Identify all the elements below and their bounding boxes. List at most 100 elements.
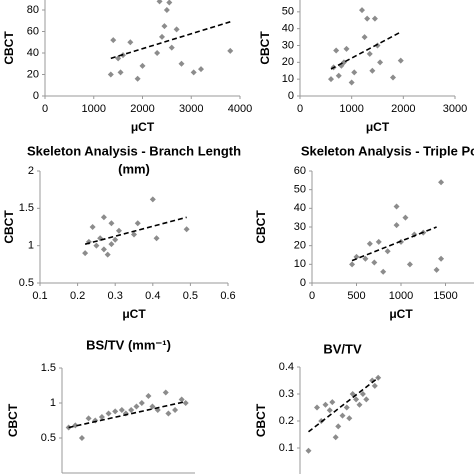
trend-line bbox=[308, 377, 379, 433]
point bbox=[118, 407, 125, 413]
chart-title: Skeleton Analysis - Triple Points bbox=[301, 143, 474, 158]
chart-title: Skeleton Analysis - Branch Length bbox=[27, 143, 241, 158]
point bbox=[326, 407, 333, 414]
point bbox=[333, 47, 340, 54]
point bbox=[115, 227, 122, 234]
point bbox=[108, 220, 115, 227]
y-axis-label: CBCT bbox=[258, 31, 272, 65]
y-tick-label: 10 bbox=[282, 73, 294, 85]
point bbox=[190, 69, 197, 76]
point bbox=[156, 0, 163, 5]
point bbox=[322, 401, 329, 408]
x-tick-label: 2000 bbox=[391, 103, 415, 115]
point bbox=[85, 415, 92, 422]
point bbox=[343, 45, 350, 52]
x-tick-label: 1000 bbox=[389, 290, 413, 302]
point bbox=[100, 214, 107, 221]
point bbox=[328, 76, 334, 83]
trend-line bbox=[84, 216, 187, 245]
point bbox=[105, 410, 112, 417]
x-tick-label: 0.6 bbox=[220, 290, 235, 302]
point bbox=[397, 57, 404, 64]
point bbox=[364, 15, 371, 22]
point bbox=[438, 179, 445, 186]
y-axis-label: CBCT bbox=[6, 403, 20, 437]
point bbox=[131, 231, 137, 238]
y-tick-label: 0.5 bbox=[19, 277, 34, 289]
y-axis-label: CBCT bbox=[254, 403, 268, 437]
point bbox=[343, 404, 350, 411]
trend-line bbox=[330, 31, 402, 70]
point bbox=[139, 62, 146, 69]
y-tick-label: 2 bbox=[28, 165, 34, 177]
point bbox=[356, 401, 363, 408]
point bbox=[384, 248, 391, 255]
x-tick-label: 0.4 bbox=[145, 290, 160, 302]
point bbox=[393, 222, 400, 229]
point bbox=[198, 66, 204, 73]
x-tick-label: 0 bbox=[297, 103, 303, 115]
x-axis-label: μCT bbox=[389, 307, 413, 321]
point bbox=[98, 414, 105, 420]
point bbox=[72, 422, 79, 429]
point bbox=[366, 240, 373, 247]
point bbox=[346, 415, 353, 422]
y-tick-label: 1 bbox=[28, 240, 34, 252]
point bbox=[153, 235, 160, 242]
point bbox=[305, 447, 312, 454]
y-tick-label: 0 bbox=[288, 90, 294, 102]
point bbox=[178, 60, 185, 67]
y-tick-label: 20 bbox=[282, 56, 294, 68]
point bbox=[154, 50, 161, 56]
y-tick-label: 40 bbox=[294, 202, 306, 214]
point bbox=[438, 255, 445, 262]
point bbox=[338, 62, 345, 69]
y-tick-label: 0.2 bbox=[279, 415, 294, 427]
x-tick-label: 2000 bbox=[130, 103, 154, 115]
x-tick-label: 1500 bbox=[433, 290, 457, 302]
point bbox=[104, 251, 111, 258]
point bbox=[390, 74, 396, 81]
point bbox=[353, 396, 360, 403]
point bbox=[134, 75, 141, 82]
y-tick-label: 0 bbox=[300, 277, 306, 289]
point bbox=[163, 7, 170, 13]
point bbox=[402, 214, 409, 221]
point bbox=[349, 261, 356, 268]
y-tick-label: 0.5 bbox=[41, 432, 56, 444]
x-tick-label: 0 bbox=[309, 290, 315, 302]
x-tick-label: 4000 bbox=[228, 103, 252, 115]
point bbox=[165, 410, 172, 417]
x-axis-label: μCT bbox=[131, 120, 155, 134]
y-tick-label: 0.3 bbox=[279, 388, 294, 400]
point bbox=[178, 396, 185, 403]
point bbox=[351, 69, 358, 76]
x-tick-label: 3000 bbox=[443, 103, 467, 115]
y-tick-label: 50 bbox=[294, 184, 306, 196]
point bbox=[127, 39, 134, 46]
y-tick-label: 60 bbox=[282, 0, 294, 1]
y-tick-label: 1.5 bbox=[41, 362, 56, 374]
point bbox=[166, 0, 173, 6]
point bbox=[371, 382, 378, 389]
y-tick-label: 40 bbox=[282, 23, 294, 35]
y-tick-label: 30 bbox=[282, 39, 294, 51]
point bbox=[149, 403, 156, 410]
point bbox=[168, 44, 175, 51]
point bbox=[159, 33, 165, 40]
x-tick-label: 3000 bbox=[179, 103, 203, 115]
point bbox=[375, 238, 382, 245]
point bbox=[377, 59, 384, 66]
point bbox=[335, 72, 342, 79]
point bbox=[332, 434, 339, 441]
y-tick-label: 1 bbox=[50, 397, 56, 409]
x-axis-label: μCT bbox=[122, 307, 146, 321]
y-tick-label: 40 bbox=[27, 47, 39, 59]
point bbox=[172, 407, 179, 413]
point bbox=[329, 399, 336, 406]
y-tick-label: 10 bbox=[294, 258, 306, 270]
y-tick-label: 80 bbox=[27, 4, 39, 16]
point bbox=[353, 253, 360, 260]
point bbox=[134, 220, 141, 227]
